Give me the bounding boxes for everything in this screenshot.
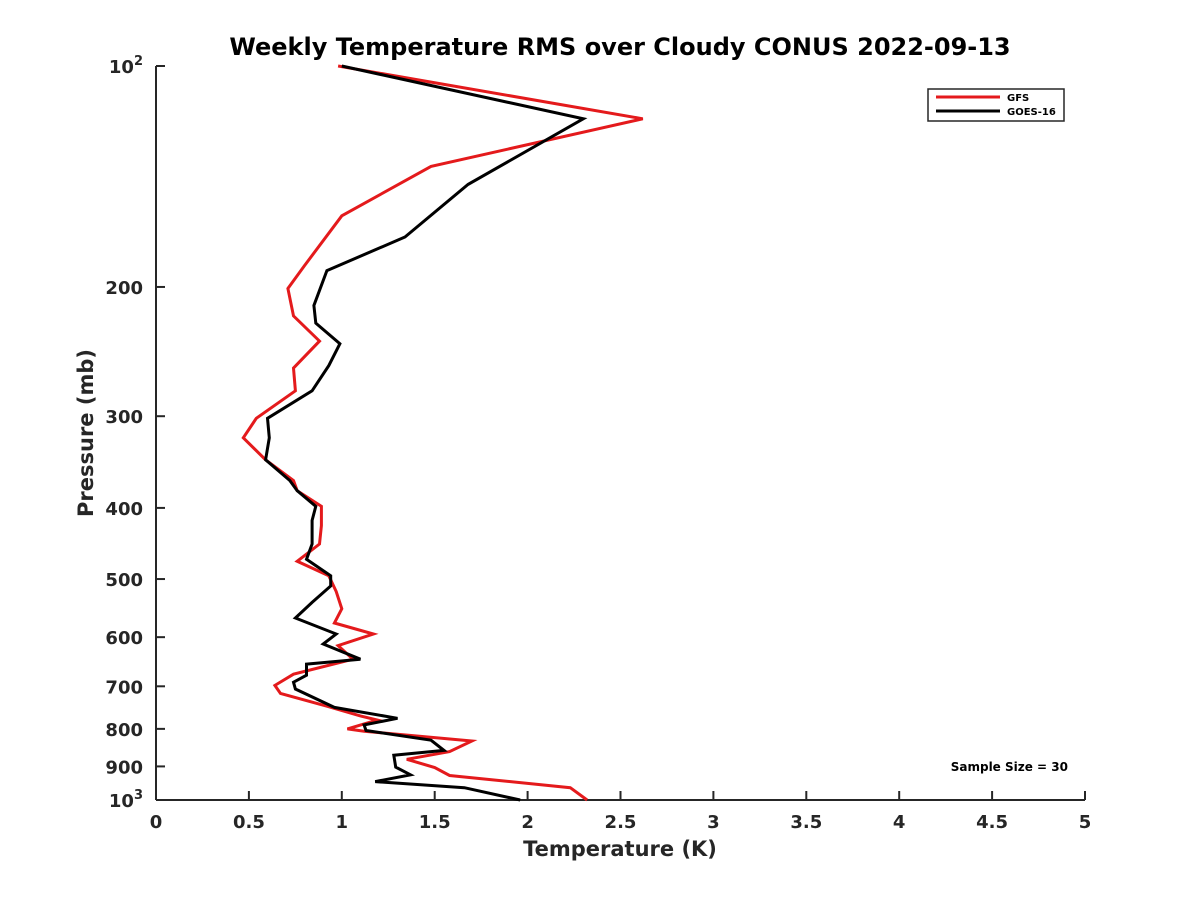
y-tick-base: 10: [109, 791, 134, 812]
x-axis-label: Temperature (K): [523, 837, 717, 861]
x-tick-label: 2: [521, 812, 534, 833]
series-line-goes-16: [263, 64, 588, 802]
y-tick-label: 103: [109, 788, 143, 812]
x-tick-label: 4: [893, 812, 906, 833]
x-tick-label: 4.5: [976, 812, 1008, 833]
chart-title: Weekly Temperature RMS over Cloudy CONUS…: [229, 33, 1010, 61]
y-tick-label: 200: [105, 278, 143, 299]
y-tick-label: 102: [109, 54, 143, 78]
x-tick-label: 1: [336, 812, 349, 833]
y-tick-exponent: 3: [134, 788, 143, 803]
y-tick-label: 600: [105, 628, 143, 649]
y-tick-label: 300: [105, 407, 143, 428]
legend-label: GFS: [1007, 93, 1029, 104]
y-axis-label: Pressure (mb): [74, 349, 98, 517]
x-tick-label: 5: [1079, 812, 1092, 833]
y-tick-label: 700: [105, 677, 143, 698]
x-tick-label: 3.5: [790, 812, 822, 833]
legend-box: [927, 88, 1065, 122]
y-tick-label: 500: [105, 570, 143, 591]
y-tick-label: 900: [105, 757, 143, 778]
x-tick-label: 2.5: [605, 812, 637, 833]
series-lines: [241, 64, 644, 802]
x-tick-label: 0.5: [233, 812, 265, 833]
x-tick-label: 1.5: [419, 812, 451, 833]
y-tick-label: 400: [105, 499, 143, 520]
x-tick-label: 3: [707, 812, 720, 833]
x-ticks: 0 0.5 1 1.5 2 2.5 3 3.5 4 4.5 5: [150, 791, 1092, 833]
y-tick-exponent: 2: [134, 54, 143, 69]
x-tick-label: 0: [150, 812, 163, 833]
sample-size-annotation: Sample Size = 30: [951, 760, 1068, 774]
legend: GFS GOES-16: [927, 88, 1065, 122]
legend-label: GOES-16: [1007, 107, 1056, 118]
y-tick-base: 10: [109, 57, 134, 78]
y-tick-label: 800: [105, 720, 143, 741]
